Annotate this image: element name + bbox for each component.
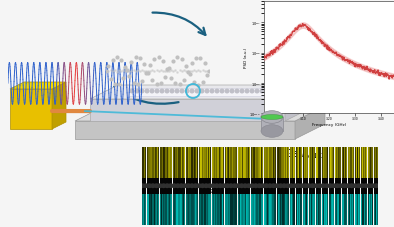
Circle shape bbox=[145, 90, 149, 93]
Circle shape bbox=[220, 90, 224, 93]
Polygon shape bbox=[52, 83, 66, 129]
Circle shape bbox=[215, 90, 219, 93]
Polygon shape bbox=[75, 106, 325, 121]
Polygon shape bbox=[10, 83, 66, 90]
Circle shape bbox=[240, 90, 244, 93]
Circle shape bbox=[205, 90, 209, 93]
Polygon shape bbox=[90, 100, 285, 121]
Circle shape bbox=[260, 90, 264, 93]
Circle shape bbox=[135, 90, 139, 93]
Circle shape bbox=[175, 90, 179, 93]
Circle shape bbox=[275, 90, 279, 93]
Polygon shape bbox=[128, 89, 303, 96]
Polygon shape bbox=[261, 118, 283, 131]
Circle shape bbox=[280, 90, 284, 93]
Circle shape bbox=[245, 90, 249, 93]
Circle shape bbox=[150, 90, 154, 93]
Polygon shape bbox=[90, 86, 313, 100]
Circle shape bbox=[210, 90, 214, 93]
Ellipse shape bbox=[261, 111, 283, 124]
Circle shape bbox=[300, 90, 304, 93]
Circle shape bbox=[200, 90, 204, 93]
Circle shape bbox=[195, 90, 199, 93]
Circle shape bbox=[270, 90, 274, 93]
Polygon shape bbox=[285, 86, 313, 121]
Circle shape bbox=[255, 90, 259, 93]
Ellipse shape bbox=[261, 125, 283, 138]
Circle shape bbox=[140, 90, 144, 93]
Circle shape bbox=[285, 90, 289, 93]
Circle shape bbox=[225, 90, 229, 93]
Text: Si K$_{\alpha1}$: Si K$_{\alpha1}$ bbox=[189, 182, 219, 195]
Circle shape bbox=[155, 90, 159, 93]
Circle shape bbox=[165, 90, 169, 93]
Circle shape bbox=[160, 90, 164, 93]
Circle shape bbox=[295, 90, 299, 93]
Circle shape bbox=[185, 90, 189, 93]
Circle shape bbox=[250, 90, 254, 93]
Circle shape bbox=[130, 90, 134, 93]
Circle shape bbox=[290, 90, 294, 93]
Circle shape bbox=[230, 90, 234, 93]
Circle shape bbox=[190, 90, 194, 93]
Ellipse shape bbox=[261, 115, 283, 120]
Polygon shape bbox=[295, 106, 325, 139]
Circle shape bbox=[265, 90, 269, 93]
Polygon shape bbox=[10, 90, 52, 129]
Polygon shape bbox=[75, 121, 295, 139]
Circle shape bbox=[235, 90, 239, 93]
Text: Ga L$_{\alpha1,2}$: Ga L$_{\alpha1,2}$ bbox=[284, 147, 326, 162]
Circle shape bbox=[180, 90, 184, 93]
Circle shape bbox=[170, 90, 174, 93]
